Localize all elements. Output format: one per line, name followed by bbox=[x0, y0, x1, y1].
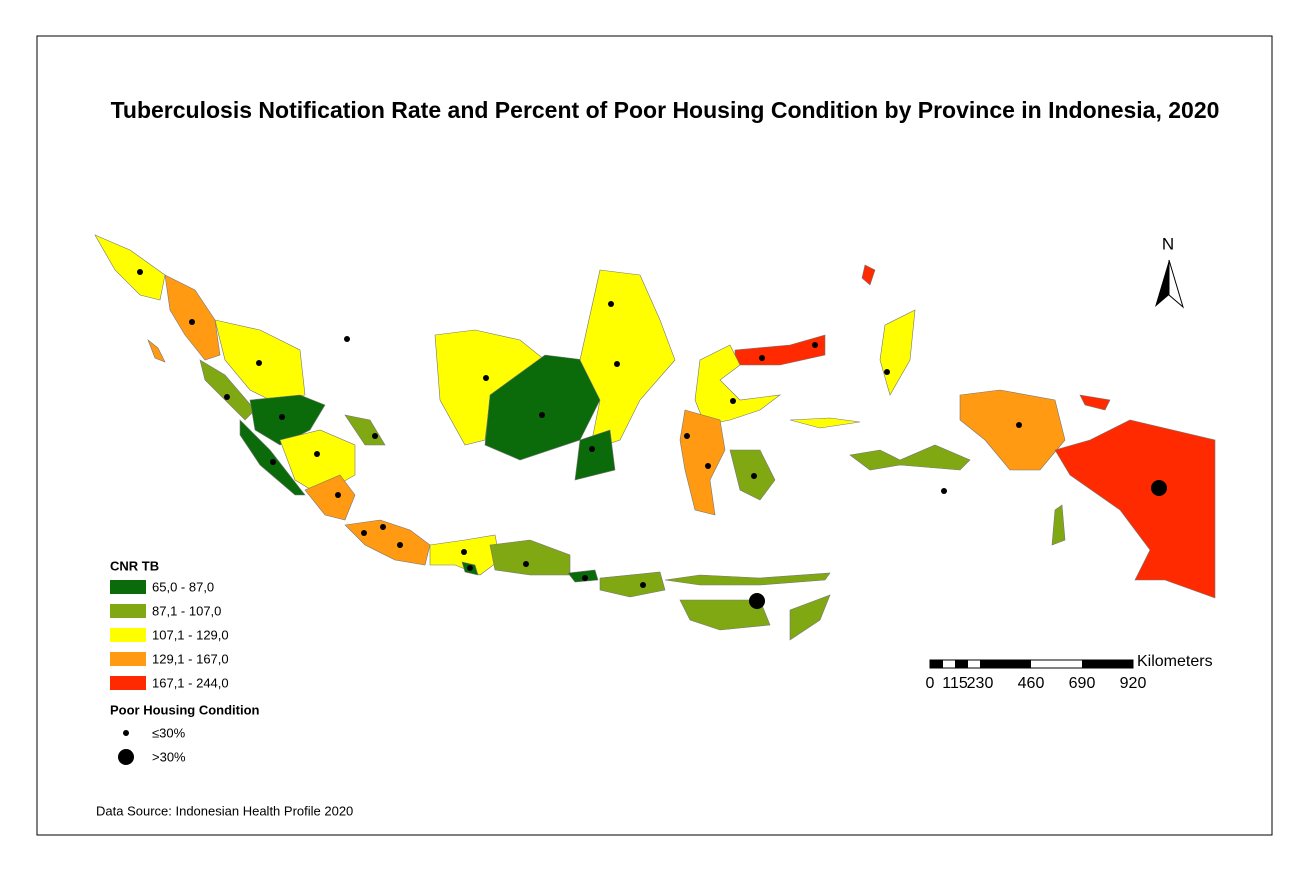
scale-seg bbox=[930, 660, 943, 668]
province bbox=[861, 264, 876, 286]
legend-label: >30% bbox=[152, 749, 186, 764]
province bbox=[579, 269, 676, 451]
province bbox=[199, 359, 256, 421]
arrow-left bbox=[1155, 260, 1169, 307]
scale-tick-label: 920 bbox=[1120, 675, 1147, 692]
arrow-right bbox=[1168, 259, 1184, 309]
scale-unit: Kilometers bbox=[1137, 653, 1213, 670]
legend-swatch bbox=[110, 580, 146, 594]
dot bbox=[884, 369, 890, 375]
legend-title: Poor Housing Condition bbox=[110, 702, 260, 717]
north-label: N bbox=[1162, 234, 1174, 253]
dot bbox=[684, 433, 690, 439]
scale-tick-label: 0 bbox=[926, 675, 935, 692]
province bbox=[679, 599, 771, 631]
province bbox=[484, 354, 601, 461]
source: Data Source: Indonesian Health Profile 2… bbox=[96, 803, 353, 818]
scale-seg bbox=[1082, 660, 1133, 668]
dot bbox=[582, 575, 588, 581]
legend-label: 129,1 - 167,0 bbox=[152, 651, 229, 666]
dot bbox=[361, 530, 367, 536]
province bbox=[679, 409, 726, 516]
dot bbox=[461, 549, 467, 555]
big-dot bbox=[749, 593, 765, 609]
province bbox=[249, 394, 326, 446]
scale-tick-label: 230 bbox=[967, 675, 994, 692]
dot bbox=[640, 582, 646, 588]
dot bbox=[397, 542, 403, 548]
legend-label: 65,0 - 87,0 bbox=[152, 579, 214, 594]
north-arrow: N bbox=[1155, 234, 1184, 309]
legend: CNR TB Poor Housing Condition ≤30% >30% … bbox=[110, 558, 260, 765]
province bbox=[849, 444, 971, 471]
province bbox=[789, 417, 861, 429]
dot bbox=[467, 565, 473, 571]
legend-swatch bbox=[110, 628, 146, 642]
province bbox=[94, 234, 166, 301]
legend-swatch bbox=[110, 604, 146, 618]
dot bbox=[539, 412, 545, 418]
big-dot bbox=[1151, 480, 1167, 496]
dot bbox=[589, 446, 595, 452]
scale-tick-label: 460 bbox=[1018, 675, 1045, 692]
dot bbox=[608, 301, 614, 307]
legend-title: CNR TB bbox=[110, 558, 159, 573]
scale-tick-label: 690 bbox=[1069, 675, 1096, 692]
legend-label: 167,1 - 244,0 bbox=[152, 675, 229, 690]
scale-tick-label: 115 bbox=[942, 675, 968, 692]
dot bbox=[270, 459, 276, 465]
dot bbox=[344, 336, 350, 342]
dot bbox=[335, 492, 341, 498]
province bbox=[429, 534, 501, 576]
housing-dots bbox=[137, 269, 1167, 609]
legend-dot bbox=[123, 730, 129, 736]
legend-label: 107,1 - 129,0 bbox=[152, 627, 229, 642]
legend-swatch bbox=[110, 676, 146, 690]
dot bbox=[812, 342, 818, 348]
legend-label: ≤30% bbox=[152, 725, 186, 740]
dot bbox=[380, 524, 386, 530]
dot bbox=[941, 488, 947, 494]
province bbox=[304, 474, 356, 521]
province bbox=[789, 594, 831, 641]
province bbox=[1054, 419, 1216, 599]
province bbox=[1051, 504, 1066, 546]
province bbox=[147, 339, 166, 363]
province bbox=[664, 572, 831, 586]
dot bbox=[614, 361, 620, 367]
indonesia-map bbox=[94, 234, 1216, 641]
dot bbox=[256, 360, 262, 366]
scale-seg bbox=[955, 660, 968, 668]
dot bbox=[279, 414, 285, 420]
province bbox=[599, 571, 666, 598]
province bbox=[164, 274, 221, 361]
dot bbox=[1016, 422, 1022, 428]
province bbox=[574, 429, 616, 481]
legend-dot bbox=[118, 749, 134, 765]
dot bbox=[314, 451, 320, 457]
scale-seg bbox=[980, 660, 1031, 668]
dot bbox=[189, 319, 195, 325]
province bbox=[239, 419, 306, 496]
dot bbox=[751, 473, 757, 479]
dot bbox=[705, 463, 711, 469]
province bbox=[959, 389, 1066, 471]
province bbox=[1079, 394, 1111, 411]
dot bbox=[372, 433, 378, 439]
dot bbox=[483, 375, 489, 381]
dot bbox=[137, 269, 143, 275]
dot bbox=[759, 355, 765, 361]
dot bbox=[730, 398, 736, 404]
dot bbox=[224, 394, 230, 400]
map-title: Tuberculosis Notification Rate and Perce… bbox=[111, 97, 1220, 123]
legend-label: 87,1 - 107,0 bbox=[152, 603, 221, 618]
legend-swatch bbox=[110, 652, 146, 666]
dot bbox=[523, 561, 529, 567]
